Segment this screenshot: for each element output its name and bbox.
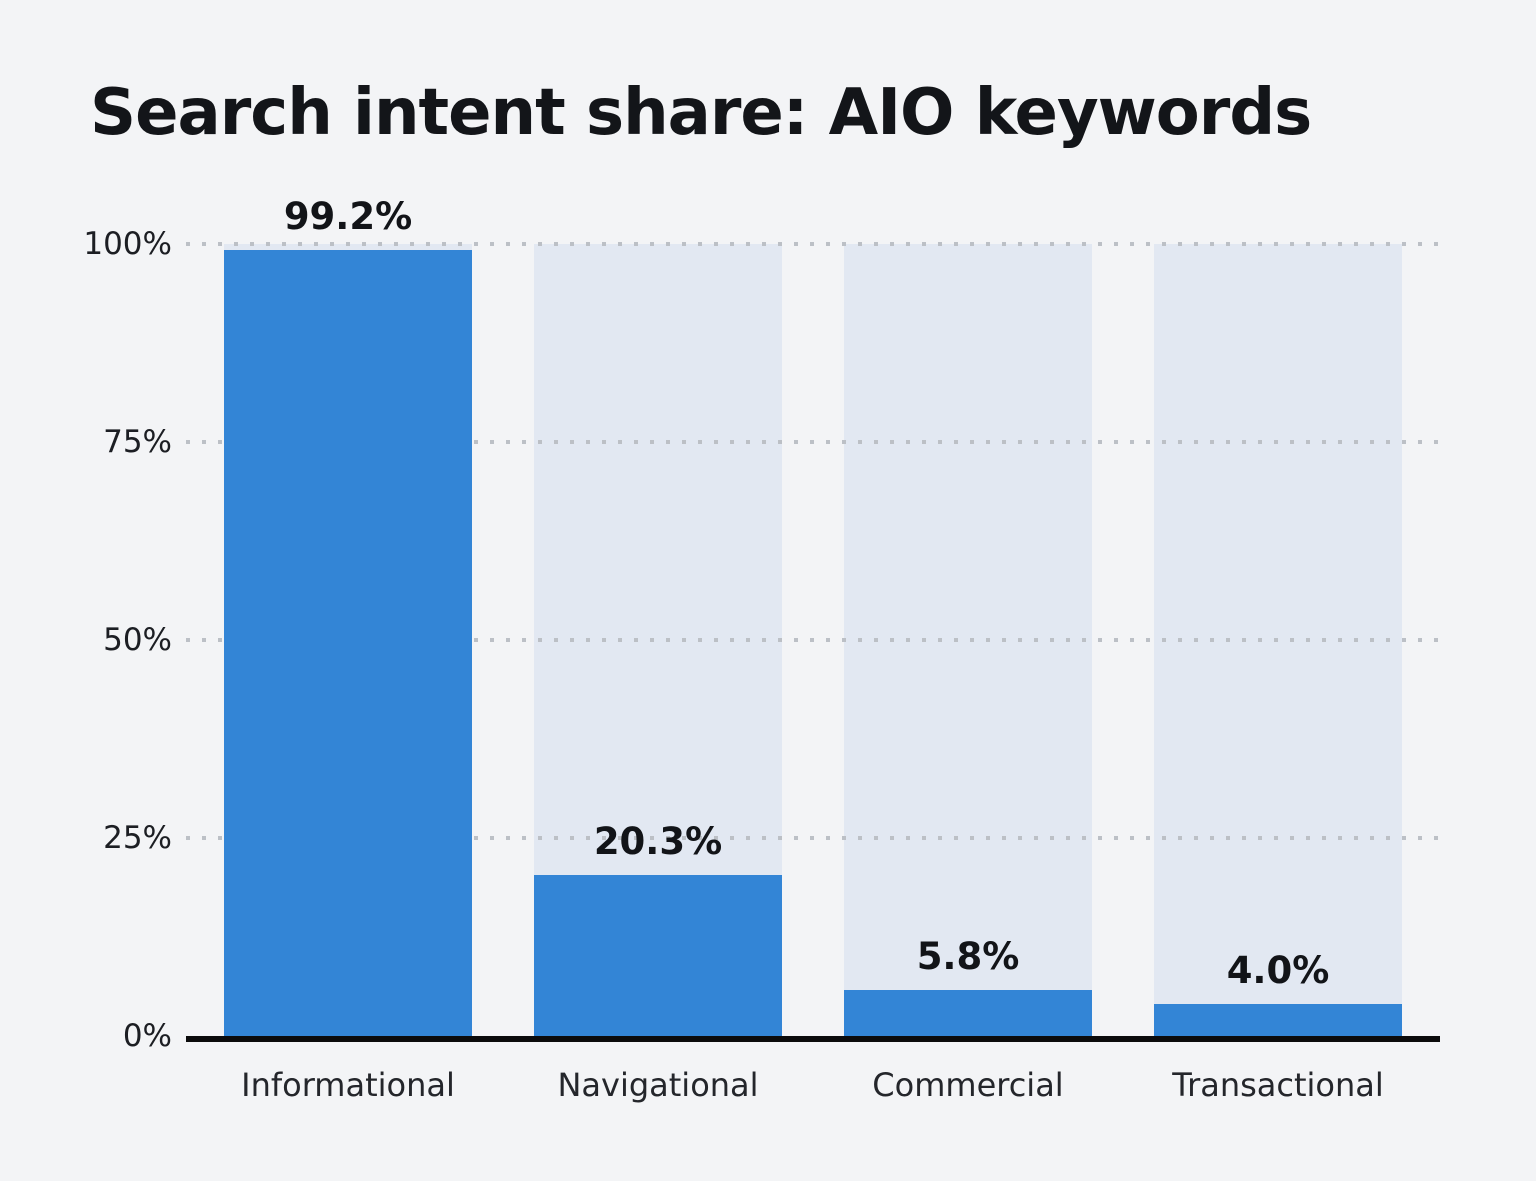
y-tick-label-25: 25% xyxy=(103,820,172,856)
x-tick-label-commercial: Commercial xyxy=(872,1066,1064,1104)
bar-navigational xyxy=(534,875,782,1036)
gridline-25 xyxy=(186,836,1440,840)
bar-commercial xyxy=(844,990,1092,1036)
y-tick-label-50: 50% xyxy=(103,622,172,658)
x-axis-line xyxy=(186,1036,1440,1042)
y-tick-label-0: 0% xyxy=(122,1018,172,1054)
x-tick-label-navigational: Navigational xyxy=(557,1066,759,1104)
value-label-navigational: 20.3% xyxy=(593,820,723,864)
gridline-50 xyxy=(186,638,1440,642)
chart-title: Search intent share: AIO keywords xyxy=(90,76,1312,150)
value-label-transactional: 4.0% xyxy=(1226,949,1330,993)
gridline-75 xyxy=(186,440,1440,444)
x-tick-label-transactional: Transactional xyxy=(1172,1066,1384,1104)
value-label-informational: 99.2% xyxy=(283,195,413,239)
gridline-100 xyxy=(186,242,1440,246)
bar-transactional xyxy=(1154,1004,1402,1036)
y-tick-label-100: 100% xyxy=(83,226,172,262)
x-tick-label-informational: Informational xyxy=(241,1066,455,1104)
y-tick-label-75: 75% xyxy=(103,424,172,460)
bar-informational xyxy=(224,250,472,1036)
value-label-commercial: 5.8% xyxy=(916,935,1020,979)
